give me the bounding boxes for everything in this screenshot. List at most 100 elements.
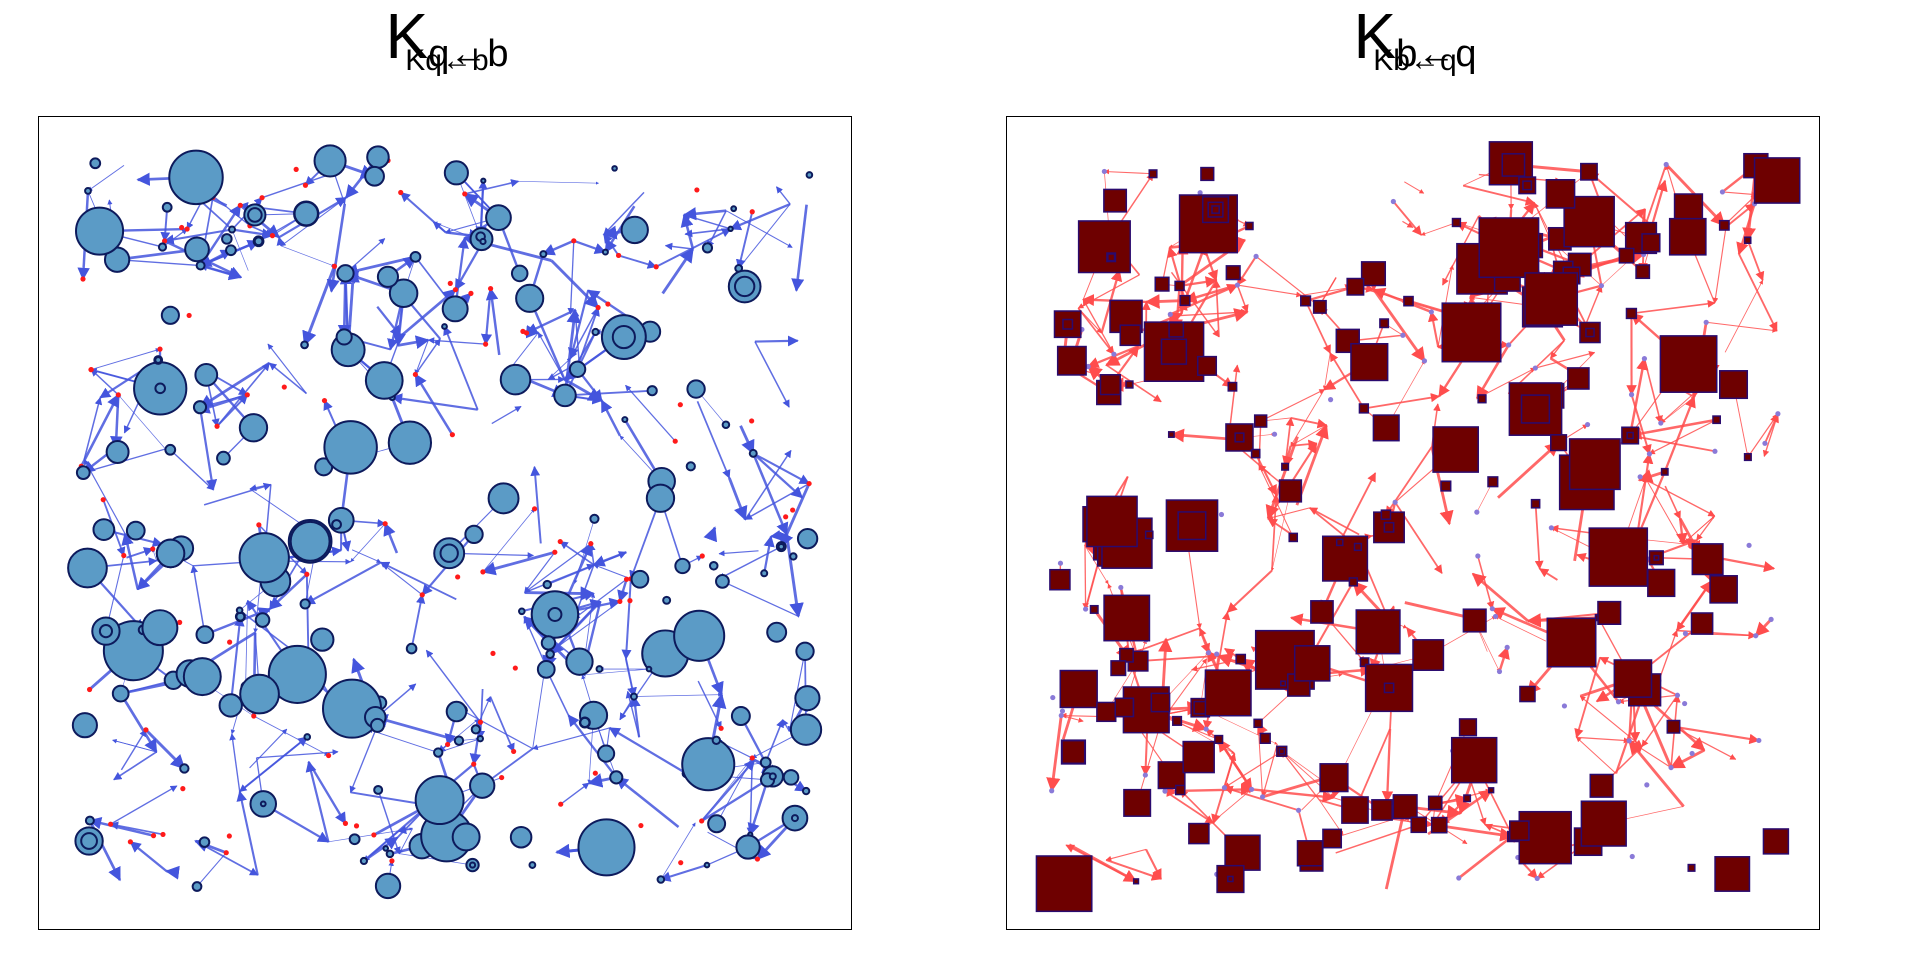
network-edge xyxy=(363,804,430,862)
network-node xyxy=(1049,568,1071,591)
network-edge xyxy=(1643,358,1663,424)
anchor-point xyxy=(1504,644,1510,650)
network-edge xyxy=(115,248,198,265)
network-edge xyxy=(200,264,243,281)
network-edge xyxy=(559,540,595,566)
network-edge xyxy=(236,790,259,876)
network-edge xyxy=(1648,419,1717,455)
network-node xyxy=(1392,794,1418,820)
anchor-point xyxy=(1746,542,1752,548)
network-node xyxy=(1253,414,1268,428)
anchor-point xyxy=(449,432,455,438)
network-edge xyxy=(727,477,748,521)
network-node xyxy=(216,450,231,466)
anchor-point xyxy=(1101,168,1107,175)
anchor-point xyxy=(179,224,185,231)
anchor-point xyxy=(718,725,724,731)
network-edge xyxy=(1475,344,1510,400)
network-node xyxy=(221,233,233,245)
network-node xyxy=(579,716,591,729)
network-node xyxy=(1103,594,1151,642)
network-edge xyxy=(1477,555,1495,610)
network-node xyxy=(1103,188,1128,213)
anchor-point xyxy=(115,392,121,398)
network-node xyxy=(1114,697,1135,718)
anchor-point xyxy=(259,195,265,201)
network-node xyxy=(1660,467,1669,476)
anchor-point xyxy=(302,182,309,188)
network-node xyxy=(1253,718,1263,729)
network-node xyxy=(184,236,210,263)
network-node xyxy=(1174,280,1185,292)
network-edge xyxy=(91,348,161,371)
network-edge xyxy=(399,288,457,338)
network-node xyxy=(476,734,485,743)
anchor-point xyxy=(678,860,684,866)
network-edge xyxy=(1290,424,1327,447)
network-node xyxy=(1168,321,1185,338)
network-node xyxy=(485,204,512,232)
network-node xyxy=(789,552,798,561)
network-edge xyxy=(1261,743,1278,798)
network-edge xyxy=(1145,848,1162,880)
network-node xyxy=(1322,828,1343,849)
network-edge xyxy=(1077,307,1115,355)
anchor-point xyxy=(1496,668,1503,675)
anchor-point xyxy=(371,832,377,838)
network-edge xyxy=(87,164,125,192)
network-edge xyxy=(203,482,272,506)
network-node xyxy=(1580,800,1627,847)
network-node xyxy=(67,547,108,589)
anchor-point xyxy=(1058,712,1064,719)
network-node xyxy=(1509,820,1530,841)
network-node xyxy=(1530,498,1541,509)
network-edge xyxy=(661,247,695,295)
anchor-point xyxy=(512,665,518,671)
anchor-point xyxy=(227,639,233,645)
anchor-point xyxy=(483,341,489,347)
network-node xyxy=(414,775,465,826)
network-node xyxy=(1625,307,1638,320)
network-node xyxy=(1380,509,1392,520)
network-edge xyxy=(604,205,636,254)
network-edge xyxy=(615,776,680,828)
network-node xyxy=(1524,272,1579,326)
anchor-point xyxy=(1475,553,1481,559)
network-edge xyxy=(1237,284,1303,298)
network-edge xyxy=(592,551,627,567)
network-node xyxy=(1371,799,1393,821)
network-node xyxy=(195,260,206,271)
anchor-point xyxy=(617,598,623,605)
anchor-point xyxy=(1584,421,1591,428)
network-node xyxy=(701,242,714,254)
network-edge xyxy=(680,213,695,250)
network-node xyxy=(1522,180,1533,191)
network-edge xyxy=(524,563,595,594)
anchor-point xyxy=(1390,198,1396,205)
network-node xyxy=(164,443,177,456)
network-edge xyxy=(1267,517,1291,535)
network-edge xyxy=(1538,567,1558,581)
network-node xyxy=(1360,261,1387,287)
network-node xyxy=(681,737,736,792)
network-edge xyxy=(253,715,329,756)
network-node xyxy=(1383,521,1395,533)
network-edge xyxy=(1574,657,1601,739)
network-edge xyxy=(518,181,600,185)
network-edge xyxy=(525,308,576,335)
network-edge xyxy=(618,254,658,269)
anchor-point xyxy=(783,514,789,520)
network-edge xyxy=(113,751,157,781)
anchor-point xyxy=(790,507,796,513)
network-edge xyxy=(120,729,147,771)
network-edge xyxy=(1579,695,1636,742)
network-node xyxy=(1107,253,1116,262)
anchor-point xyxy=(1548,525,1554,531)
network-node xyxy=(1718,219,1730,231)
network-node xyxy=(327,506,355,534)
network-edge xyxy=(1338,472,1377,543)
network-node xyxy=(611,324,636,350)
network-node xyxy=(1278,479,1303,503)
network-node xyxy=(1235,653,1247,665)
network-edge xyxy=(573,239,607,255)
